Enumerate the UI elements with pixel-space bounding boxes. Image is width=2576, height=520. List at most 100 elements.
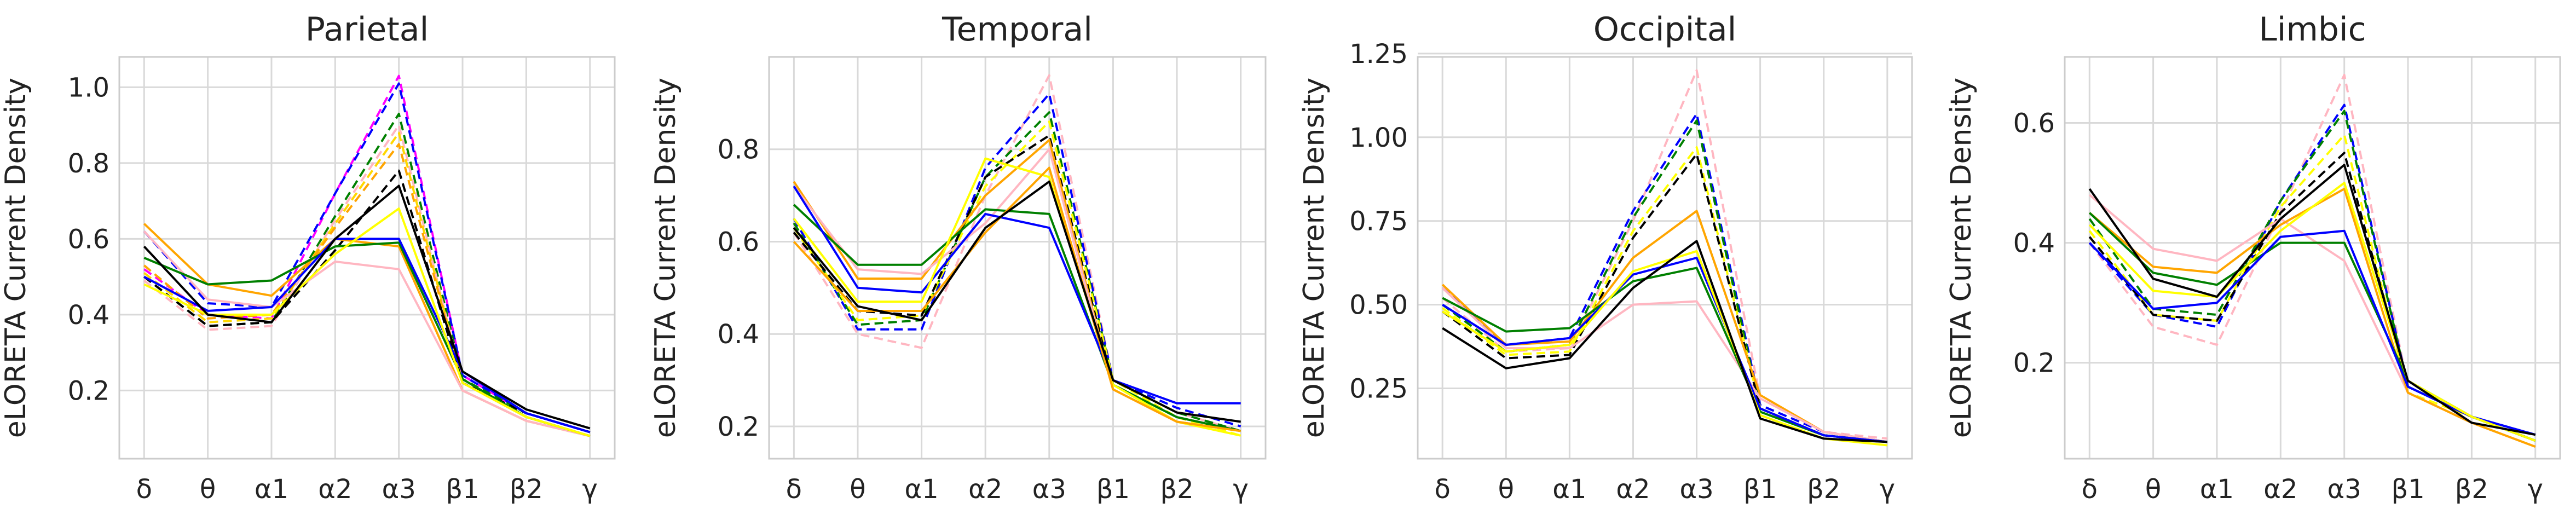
x-tick-label: θ bbox=[850, 474, 865, 505]
x-tick-label: α2 bbox=[2263, 474, 2297, 505]
x-tick-label: α3 bbox=[2327, 474, 2361, 505]
series-line bbox=[2088, 73, 2536, 442]
x-tick-label: θ bbox=[200, 474, 216, 505]
series-line bbox=[793, 93, 1241, 427]
y-tick-label: 0.75 bbox=[1349, 206, 1408, 237]
series-line bbox=[143, 169, 591, 434]
x-tick-label: θ bbox=[2145, 474, 2161, 505]
series-line bbox=[1441, 287, 1888, 443]
y-tick-label: 0.2 bbox=[68, 375, 109, 406]
chart-panel-occipital: δ θ α1 α2 α3 β1 β2 γ 0.25 0.50 0.75 1.00 1.25 Occipit… bbox=[1298, 10, 1913, 505]
series-line bbox=[1441, 113, 1888, 443]
series-line bbox=[143, 230, 591, 437]
series-line bbox=[143, 207, 591, 437]
x-tick-label: δ bbox=[2082, 474, 2098, 505]
plot-frame bbox=[1417, 56, 1913, 460]
y-tick-label: 0.6 bbox=[718, 227, 759, 257]
y-tick-label: 1.00 bbox=[1349, 123, 1408, 153]
series-line bbox=[143, 74, 591, 434]
chart-panel-parietal: δ θ α1 α2 α3 β1 β2 γ 0.2 0.4 0.6 0.8 1.0 Parietal eLOR… bbox=[0, 10, 616, 505]
series-line bbox=[2089, 194, 2536, 448]
series-line bbox=[2088, 109, 2536, 442]
y-tick-label: 0.2 bbox=[2013, 348, 2055, 379]
plot-frame bbox=[768, 56, 1267, 460]
x-tick-label: α2 bbox=[968, 474, 1002, 505]
series-line bbox=[2088, 103, 2536, 436]
series-line bbox=[793, 138, 1241, 432]
y-tick-label: 0.4 bbox=[68, 300, 109, 331]
x-tick-label: β2 bbox=[2455, 474, 2488, 505]
y-tick-label: 0.4 bbox=[2013, 228, 2055, 259]
y-tick-label: 0.50 bbox=[1349, 290, 1408, 321]
panel-title: Parietal bbox=[305, 10, 429, 49]
x-tick-label: β2 bbox=[1160, 474, 1193, 505]
x-tick-label: α1 bbox=[904, 474, 938, 505]
y-axis-label: eLORETA Current Density bbox=[1298, 78, 1331, 438]
panel-title: Temporal bbox=[942, 10, 1093, 49]
series-line bbox=[143, 112, 591, 434]
x-tick-label: α3 bbox=[1032, 474, 1066, 505]
series-line bbox=[793, 148, 1241, 432]
series-line bbox=[793, 166, 1241, 432]
x-tick-label: β1 bbox=[1096, 474, 1130, 505]
series-line bbox=[2088, 164, 2536, 436]
x-tick-label: β1 bbox=[2391, 474, 2424, 505]
x-tick-label: γ bbox=[2528, 474, 2543, 505]
series-line bbox=[1442, 146, 1888, 443]
series-line bbox=[143, 184, 591, 430]
y-axis-label: eLORETA Current Density bbox=[649, 78, 682, 438]
y-axis-label: eLORETA Current Density bbox=[0, 78, 32, 438]
x-tick-label: α3 bbox=[1679, 474, 1713, 505]
series-line bbox=[793, 180, 1241, 423]
x-tick-label: γ bbox=[1233, 474, 1248, 505]
x-tick-label: γ bbox=[582, 474, 598, 505]
series-line bbox=[793, 74, 1241, 432]
x-tick-label: δ bbox=[1434, 474, 1450, 505]
series-line bbox=[793, 111, 1241, 432]
series-line bbox=[1442, 119, 1888, 443]
x-tick-label: β1 bbox=[446, 474, 479, 505]
series-line bbox=[1441, 69, 1888, 440]
series-line bbox=[1441, 210, 1888, 443]
x-tick-label: α1 bbox=[1552, 474, 1586, 505]
panel-title: Limbic bbox=[2259, 10, 2366, 49]
series-line bbox=[143, 238, 591, 434]
y-tick-label: 0.4 bbox=[718, 319, 759, 350]
panel-title: Occipital bbox=[1593, 10, 1737, 49]
series-line bbox=[143, 124, 591, 437]
y-tick-label: 1.25 bbox=[1349, 39, 1408, 70]
series-line bbox=[2088, 229, 2536, 436]
series-line bbox=[1442, 153, 1888, 443]
series-line bbox=[793, 134, 1241, 432]
x-tick-label: α2 bbox=[1616, 474, 1650, 505]
series-line bbox=[2088, 134, 2536, 442]
x-tick-label: α3 bbox=[382, 474, 416, 505]
y-tick-label: 0.6 bbox=[68, 224, 109, 255]
x-tick-label: β1 bbox=[1743, 474, 1777, 505]
x-tick-label: α1 bbox=[2200, 474, 2234, 505]
series-line bbox=[2088, 182, 2536, 442]
series-line bbox=[2088, 212, 2536, 442]
chart-panel-temporal: δ θ α1 α2 α3 β1 β2 γ 0.2 0.4 0.6 0.8 Temporal eLORETA… bbox=[649, 10, 1267, 505]
series-line bbox=[1442, 257, 1888, 443]
plot-frame bbox=[118, 56, 616, 460]
series-line bbox=[793, 186, 1241, 405]
x-tick-label: δ bbox=[136, 474, 152, 505]
y-tick-label: 0.8 bbox=[68, 148, 109, 179]
y-tick-label: 0.6 bbox=[2013, 108, 2055, 139]
x-tick-label: β2 bbox=[510, 474, 543, 505]
y-tick-label: 0.8 bbox=[718, 135, 759, 165]
x-tick-label: α1 bbox=[255, 474, 288, 505]
x-tick-label: θ bbox=[1498, 474, 1514, 505]
plot-frame bbox=[2064, 56, 2561, 460]
y-tick-label: 1.0 bbox=[68, 72, 109, 103]
chart-panel-limbic: δ θ α1 α2 α3 β1 β2 γ 0.2 0.4 0.6 Limbic eLORETA Curr… bbox=[1945, 10, 2561, 505]
series-line bbox=[793, 204, 1241, 432]
series-line bbox=[1442, 240, 1887, 443]
x-tick-label: γ bbox=[1880, 474, 1895, 505]
y-tick-label: 0.25 bbox=[1349, 374, 1408, 405]
x-tick-label: β2 bbox=[1807, 474, 1840, 505]
series-line bbox=[2088, 152, 2536, 442]
